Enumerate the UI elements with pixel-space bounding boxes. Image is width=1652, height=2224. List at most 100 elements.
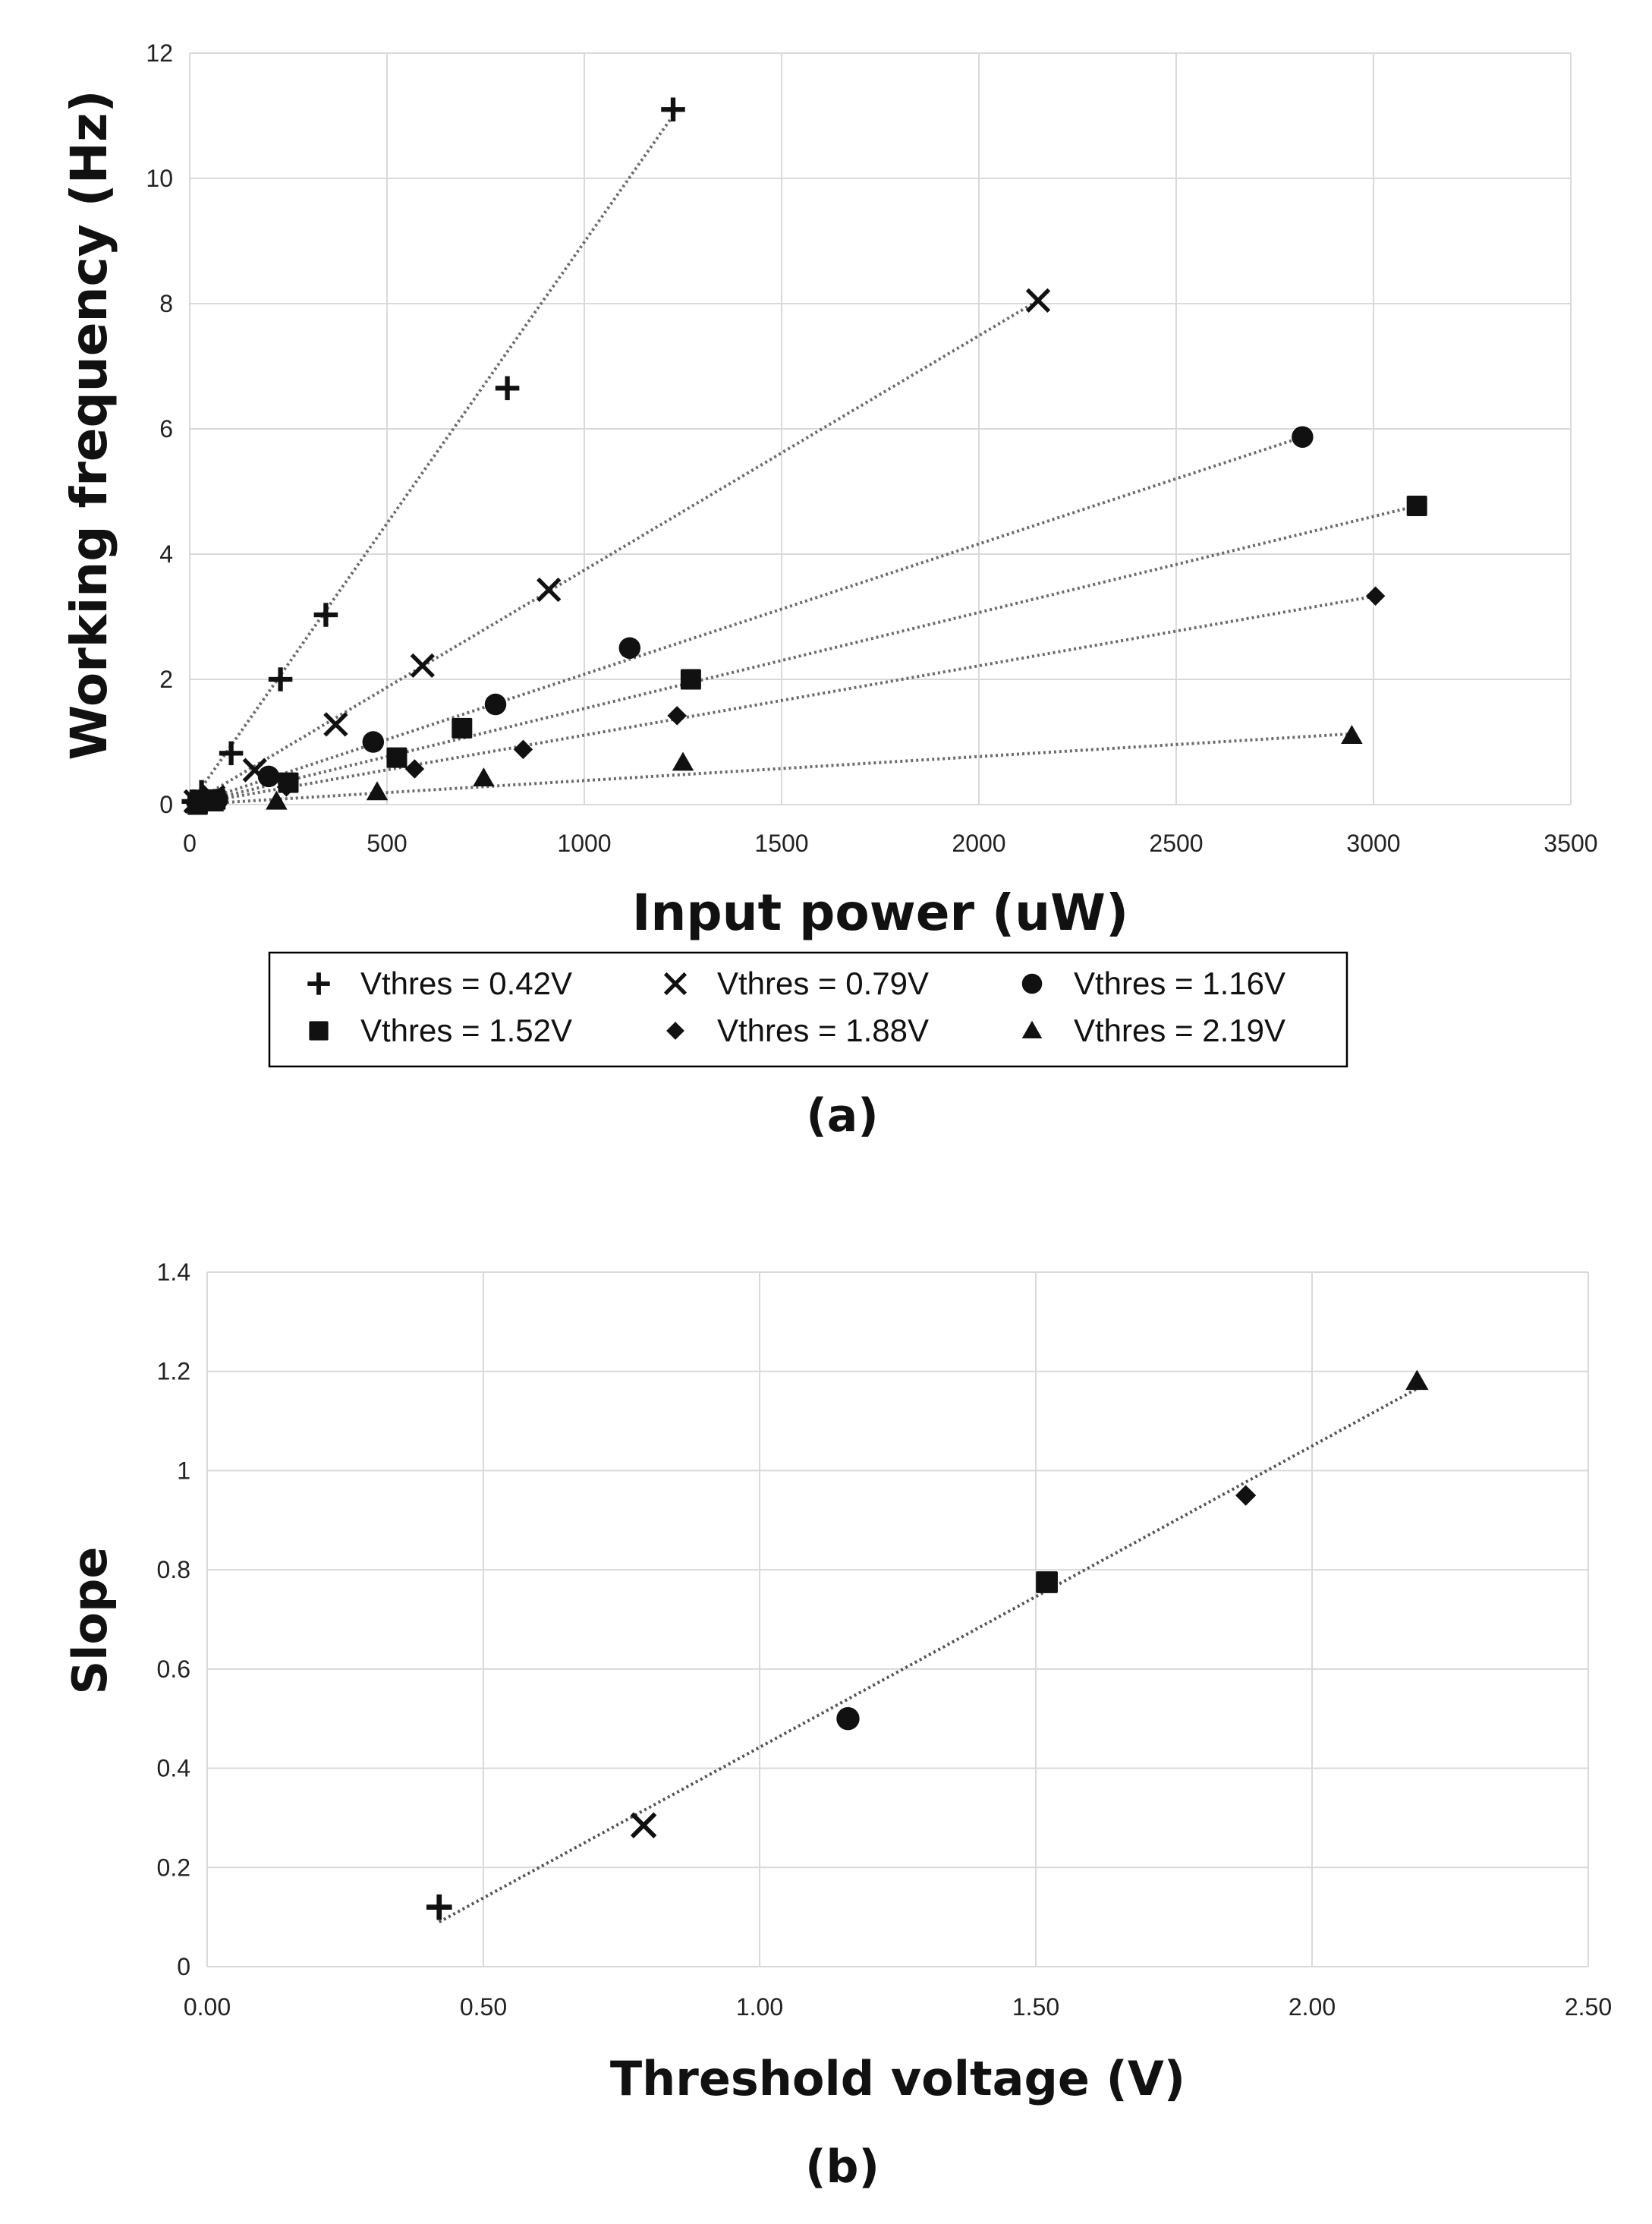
data-point-series-5: [513, 739, 533, 760]
legend: Vthres = 0.42V Vthres = 0.79V Vthres = 1.1…: [268, 951, 1348, 1068]
data-point-series-2: [537, 577, 562, 603]
y-tick-label: 0: [159, 791, 173, 818]
trendline-series-5: [189, 594, 1376, 806]
data-point-series-3: [362, 731, 385, 753]
x-tick-label: 2.00: [1289, 1993, 1336, 2021]
data-point-series-1: [268, 667, 293, 691]
data-point-series-6: [366, 781, 389, 801]
y-tick-label: 0: [177, 1953, 190, 1980]
trendlines-a: [188, 112, 1418, 806]
legend-marker: [309, 1021, 329, 1041]
y-tick-label: 8: [159, 290, 173, 317]
legend-label: Vthres = 0.42V: [360, 966, 572, 1001]
x-axis-title-a: Input power (uW): [632, 884, 1128, 942]
data-point-series-4: [386, 747, 407, 768]
legend-box: [268, 951, 1348, 1068]
data-point-series-6: [266, 790, 288, 810]
y-tick-label: 1.4: [157, 1258, 190, 1286]
x-tick-label: 2000: [952, 830, 1005, 857]
plot-area-b: [207, 1272, 1588, 1967]
data-point: [1036, 1571, 1058, 1593]
data-point-series-3: [1292, 426, 1314, 448]
y-tick-label: 6: [159, 415, 173, 443]
x-tick-label: 0: [183, 830, 197, 857]
y-tick-labels-b: 0 0.2 0.4 0.6 0.8 1 1.2 1.4: [157, 1258, 190, 1980]
legend-label: Vthres = 1.52V: [360, 1013, 572, 1048]
y-tick-label: 10: [146, 165, 173, 192]
data-point-series-5: [276, 777, 297, 797]
legend-marker: [1021, 973, 1043, 994]
x-tick-labels-b: 0.00 0.50 1.00 1.50 2.00 2.50: [184, 1993, 1612, 2021]
data-point-series-3: [484, 693, 507, 716]
x-tick-label: 2.50: [1565, 1993, 1612, 2021]
data-point-series-1: [661, 97, 685, 121]
legend-marker: [666, 1022, 684, 1040]
x-tick-label: 500: [367, 830, 407, 857]
data-point-series-6: [672, 751, 694, 771]
legend-marker: [307, 972, 330, 995]
chart-a: 0 2 4 6 8 10 12 0 500 1000 1500 2000 2500 3000 3500 I…: [60, 39, 1598, 1142]
legend-items: Vthres = 0.42V Vthres = 0.79V Vthres = 1.1…: [307, 966, 1285, 1048]
data-point-series-5: [667, 706, 687, 726]
x-axis-title-b: Threshold voltage (V): [610, 2051, 1185, 2106]
x-tick-label: 3500: [1543, 830, 1597, 857]
data-points-a: [181, 97, 1427, 815]
data-point-series-4: [1406, 495, 1427, 516]
legend-marker: [1021, 1020, 1043, 1038]
data-point: [630, 1812, 657, 1838]
x-tick-label: 1.00: [736, 1993, 783, 2021]
data-point-series-5: [404, 759, 425, 779]
panel-label-a: (a): [806, 1089, 878, 1142]
y-tick-label: 0.2: [157, 1854, 190, 1881]
chart-b: 0 0.2 0.4 0.6 0.8 1 1.2 1.4 0.00 0.50 1.00 1.50 2.0…: [62, 1258, 1612, 2194]
data-point-series-1: [189, 780, 214, 805]
data-point-series-6: [473, 767, 495, 787]
y-axis-title-b: Slope: [62, 1547, 118, 1695]
data-point-series-6: [202, 792, 225, 812]
y-tick-label: 0.6: [157, 1655, 190, 1683]
data-point-series-2: [410, 653, 435, 679]
x-tick-label: 1.50: [1012, 1993, 1059, 2021]
y-tick-label: 2: [159, 666, 173, 693]
data-point-series-4: [680, 669, 701, 690]
data-point-series-5: [1365, 586, 1386, 606]
data-point: [426, 1894, 452, 1920]
y-tick-labels-a: 0 2 4 6 8 10 12: [146, 39, 173, 818]
y-tick-label: 4: [159, 540, 173, 568]
data-point-series-1: [313, 603, 338, 627]
trendline-series-4: [189, 504, 1418, 806]
trendline-series-3: [189, 435, 1304, 806]
data-point-series-1: [495, 376, 520, 401]
data-point: [1235, 1485, 1257, 1506]
data-points-b: [426, 1369, 1429, 1920]
x-tick-label: 2500: [1149, 830, 1203, 857]
data-point-series-3: [618, 637, 641, 659]
data-point-series-3: [257, 765, 280, 788]
x-tick-labels-a: 0 500 1000 1500 2000 2500 3000 3500: [183, 830, 1597, 857]
legend-label: Vthres = 0.79V: [717, 966, 929, 1001]
legend-label: Vthres = 1.88V: [717, 1013, 929, 1048]
data-point-series-6: [1341, 725, 1363, 744]
y-tick-label: 1.2: [157, 1358, 190, 1385]
grid-b: [206, 1271, 1589, 1967]
data-point-series-2: [323, 712, 348, 737]
legend-label: Vthres = 2.19V: [1074, 1013, 1285, 1048]
y-tick-label: 0.4: [157, 1755, 190, 1782]
data-point: [836, 1707, 860, 1731]
data-point-series-2: [1025, 288, 1051, 313]
data-point: [1405, 1369, 1429, 1391]
data-point-series-1: [219, 741, 244, 766]
x-tick-label: 0.00: [184, 1993, 231, 2021]
legend-label: Vthres = 1.16V: [1074, 966, 1285, 1001]
legend-marker: [663, 972, 688, 996]
y-axis-title-a: Working frequency (Hz): [60, 90, 118, 760]
data-point-series-6: [184, 793, 207, 813]
x-tick-label: 1000: [557, 830, 611, 857]
data-point-series-4: [452, 717, 473, 739]
y-tick-label: 1: [177, 1457, 190, 1484]
y-tick-label: 0.8: [157, 1556, 190, 1583]
panel-label-b: (b): [805, 2141, 879, 2194]
x-tick-label: 1500: [754, 830, 808, 857]
grid-a: [189, 52, 1572, 805]
